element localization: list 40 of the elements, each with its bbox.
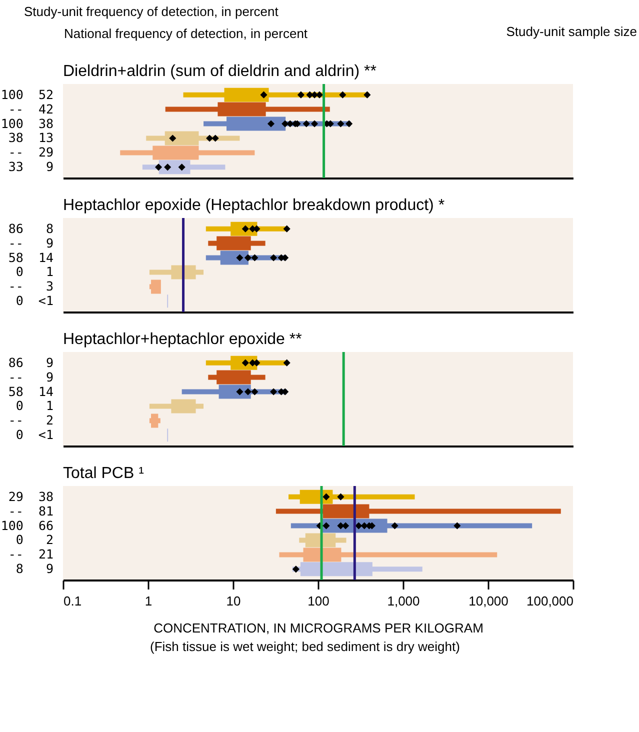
y-tick-label: 0 <1 — [16, 293, 54, 308]
text: National frequency of detection, in percent — [64, 26, 308, 41]
text: Study-unit frequency of detection, in percent — [24, 4, 278, 19]
chart-title: Heptachlor epoxide (Heptachlor breakdown product) * — [63, 196, 445, 214]
y-tick-label: -- 81 — [8, 503, 54, 518]
y-tick-label: 100 66 — [0, 518, 54, 533]
y-tick-label: 0 1 — [16, 398, 54, 414]
x-tick-label: 0.1 — [64, 594, 82, 608]
y-tick-label: -- 29 — [8, 144, 54, 160]
chart-title: Total PCB ¹ — [63, 464, 144, 482]
x-axis-title: CONCENTRATION, IN MICROGRAMS PER KILOGRAM — [154, 620, 484, 636]
y-tick-label: 38 13 — [8, 130, 54, 146]
chart-title: Dieldrin+aldrin (sum of dieldrin and aldrin) ** — [63, 62, 376, 80]
y-tick-label: 58 14 — [8, 250, 54, 265]
y-tick-label: -- 21 — [8, 546, 54, 562]
y-tick-label: 8 9 — [16, 561, 54, 576]
y-tick-label: -- 9 — [8, 369, 54, 384]
text: Study-unit sample size — [506, 24, 637, 39]
y-tick-label: -- 3 — [8, 278, 54, 294]
x-tick-label: 10,000 — [468, 594, 508, 608]
y-tick-label: 0 1 — [16, 264, 54, 280]
y-tick-label: 33 9 — [8, 159, 54, 174]
y-tick-label: 86 9 — [8, 354, 54, 370]
y-tick-label: -- 2 — [8, 412, 54, 428]
x-tick-label: 100 — [308, 594, 330, 608]
y-tick-label: 100 38 — [0, 116, 54, 131]
y-tick-label: 100 52 — [0, 86, 54, 102]
y-tick-label: -- 42 — [8, 101, 54, 116]
y-tick-label: 58 14 — [8, 384, 54, 399]
y-tick-label: 29 38 — [8, 488, 54, 504]
text: (Fish tissue is wet weight; bed sediment is dry weight) — [150, 639, 461, 654]
chart-title: Heptachlor+heptachlor epoxide ** — [63, 330, 302, 348]
x-tick-label: 1 — [144, 594, 152, 608]
x-tick-label: 100,000 — [526, 594, 574, 608]
y-tick-label: 0 2 — [16, 532, 54, 548]
y-tick-label: 86 8 — [8, 220, 54, 236]
y-tick-label: 0 <1 — [16, 427, 54, 442]
x-tick-label: 10 — [226, 594, 241, 608]
y-tick-label: -- 9 — [8, 235, 54, 250]
x-tick-label: 1,000 — [387, 594, 420, 608]
